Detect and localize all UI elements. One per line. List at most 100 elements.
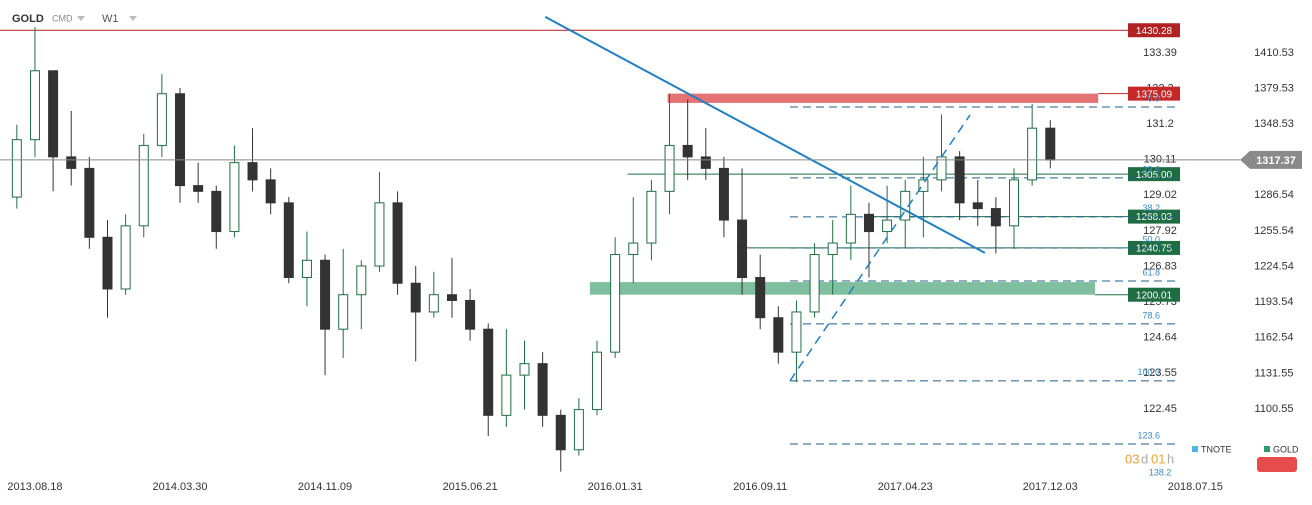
candle-body bbox=[465, 299, 476, 330]
candle-body bbox=[664, 144, 675, 192]
candle-body bbox=[175, 93, 186, 187]
x-tick-label: 2016.09.11 bbox=[733, 481, 787, 493]
interval[interactable]: W1 bbox=[102, 13, 119, 25]
candle-body bbox=[338, 294, 349, 330]
legend-label: GOLD bbox=[1273, 444, 1299, 454]
legend-label: TNOTE bbox=[1201, 444, 1232, 454]
tnote-tick-label: 126.83 bbox=[1143, 260, 1177, 272]
x-tick-label: 2018.07.15 bbox=[1168, 481, 1223, 493]
candle-body bbox=[737, 219, 748, 279]
gold-tick-label: 1410.53 bbox=[1254, 47, 1294, 59]
tnote-tick-label: 131.2 bbox=[1146, 118, 1174, 130]
candle-body bbox=[827, 242, 838, 256]
tnote-tick-label: 129.02 bbox=[1143, 189, 1177, 201]
level-label: 1200.01 bbox=[1136, 290, 1173, 301]
gold-tick-label: 1255.54 bbox=[1254, 225, 1294, 237]
x-tick-label: 2014.11.09 bbox=[298, 481, 352, 493]
candle-body bbox=[265, 179, 276, 204]
fib-label: 0.0 bbox=[1147, 93, 1160, 103]
candle-body bbox=[1009, 179, 1020, 227]
candle-body bbox=[501, 374, 512, 416]
candle-body bbox=[1027, 127, 1038, 181]
candle-body bbox=[809, 254, 820, 313]
gold-tick-label: 1224.54 bbox=[1254, 260, 1294, 272]
gold-tick-label: 1162.54 bbox=[1255, 332, 1294, 344]
candle-body bbox=[773, 317, 784, 353]
level-label: 1375.09 bbox=[1136, 89, 1173, 100]
level-label: 1430.28 bbox=[1136, 26, 1173, 37]
countdown: d bbox=[1141, 451, 1148, 466]
countdown: h bbox=[1167, 451, 1174, 466]
fib-label: 50.0 bbox=[1142, 234, 1160, 244]
candle-body bbox=[610, 254, 621, 353]
candle-body bbox=[628, 242, 639, 256]
candle-body bbox=[845, 213, 856, 244]
candle-body bbox=[392, 202, 403, 284]
candle-body bbox=[990, 208, 1001, 227]
candle-body bbox=[519, 363, 530, 376]
candle-body bbox=[66, 156, 77, 169]
candle-body bbox=[301, 259, 312, 279]
fib-label: 138.2 bbox=[1149, 467, 1172, 477]
candle-body bbox=[863, 213, 874, 233]
tnote-tick-label: 133.39 bbox=[1143, 47, 1177, 59]
level-label: 1240.75 bbox=[1136, 244, 1173, 255]
candle-body bbox=[682, 144, 693, 158]
countdown: 03 bbox=[1125, 451, 1139, 466]
gold-tick-label: 1131.55 bbox=[1255, 367, 1294, 379]
market[interactable]: CMD bbox=[52, 13, 73, 23]
candle-body bbox=[555, 414, 566, 451]
gold-tick-label: 1379.53 bbox=[1254, 82, 1294, 94]
candle-body bbox=[11, 139, 22, 198]
gold-tick-label: 1348.53 bbox=[1254, 118, 1294, 130]
countdown: 01 bbox=[1151, 451, 1165, 466]
candle-body bbox=[29, 70, 40, 141]
candle-body bbox=[229, 162, 240, 233]
candle-body bbox=[483, 328, 494, 416]
trendline bbox=[544, 16, 986, 254]
candle-body bbox=[283, 202, 294, 279]
gold-tick-label: 1193.54 bbox=[1255, 296, 1294, 308]
tnote-tick-label: 123.55 bbox=[1143, 367, 1177, 379]
fib-label: 38.2 bbox=[1142, 203, 1160, 213]
level-label-box bbox=[1128, 86, 1180, 101]
x-tick-label: 2015.06.21 bbox=[443, 481, 498, 493]
current-price-label: 1317.37 bbox=[1256, 155, 1296, 167]
candle-body bbox=[410, 282, 421, 313]
fib-diagonal bbox=[789, 114, 971, 382]
tnote-tick-label: 122.45 bbox=[1143, 403, 1177, 415]
candle-body bbox=[900, 190, 911, 221]
fib-label: 78.6 bbox=[1142, 310, 1160, 320]
legend-swatch bbox=[1192, 446, 1198, 452]
candle-body bbox=[882, 219, 893, 233]
candle-body bbox=[48, 70, 59, 158]
level-label-box bbox=[1128, 23, 1180, 38]
fib-label: 23.6 bbox=[1142, 164, 1160, 174]
fib-label: 61.8 bbox=[1142, 267, 1160, 277]
candle-body bbox=[211, 190, 222, 233]
dropdown-arrow[interactable] bbox=[77, 16, 85, 21]
candle-body bbox=[592, 351, 603, 411]
level-label-box bbox=[1128, 287, 1180, 302]
level-label: 1268.03 bbox=[1136, 212, 1173, 223]
candle-body bbox=[954, 156, 965, 204]
candle-body bbox=[428, 294, 439, 313]
candle-body bbox=[700, 156, 711, 169]
candle-body bbox=[138, 144, 149, 227]
current-price-box bbox=[1240, 150, 1302, 169]
legend-swatch bbox=[1264, 446, 1270, 452]
candle-body bbox=[791, 311, 802, 353]
candle-body bbox=[446, 294, 457, 301]
x-tick-label: 2017.04.23 bbox=[878, 481, 933, 493]
candle-body bbox=[120, 225, 131, 290]
candle-body bbox=[374, 202, 385, 267]
candle-body bbox=[537, 363, 548, 416]
candle-body bbox=[573, 409, 584, 451]
sell-button[interactable] bbox=[1257, 457, 1297, 472]
candle-body bbox=[755, 277, 766, 319]
candle-body bbox=[646, 190, 657, 244]
gold-tick-label: 1286.54 bbox=[1254, 189, 1294, 201]
candle-body bbox=[102, 236, 113, 290]
dropdown-arrow[interactable] bbox=[129, 16, 137, 21]
